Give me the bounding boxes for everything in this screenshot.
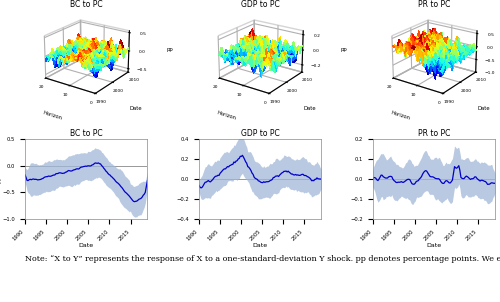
X-axis label: Horizon: Horizon — [390, 110, 410, 121]
Title: PR to PC: PR to PC — [418, 129, 450, 138]
Title: GDP to PC: GDP to PC — [240, 0, 280, 9]
X-axis label: Horizon: Horizon — [216, 110, 236, 121]
X-axis label: Horizon: Horizon — [42, 110, 63, 121]
Title: GDP to PC: GDP to PC — [240, 129, 280, 138]
Y-axis label: pp: pp — [0, 175, 1, 183]
Text: Note: “X to Y” represents the response of X to a one-standard-deviation Y shock.: Note: “X to Y” represents the response o… — [25, 255, 500, 263]
Y-axis label: Date: Date — [130, 106, 142, 111]
Title: BC to PC: BC to PC — [70, 0, 102, 9]
X-axis label: Date: Date — [252, 243, 268, 248]
Y-axis label: Date: Date — [304, 106, 316, 111]
Title: PR to PC: PR to PC — [418, 0, 450, 9]
Title: BC to PC: BC to PC — [70, 129, 102, 138]
Y-axis label: Date: Date — [477, 106, 490, 111]
X-axis label: Date: Date — [78, 243, 94, 248]
X-axis label: Date: Date — [426, 243, 442, 248]
